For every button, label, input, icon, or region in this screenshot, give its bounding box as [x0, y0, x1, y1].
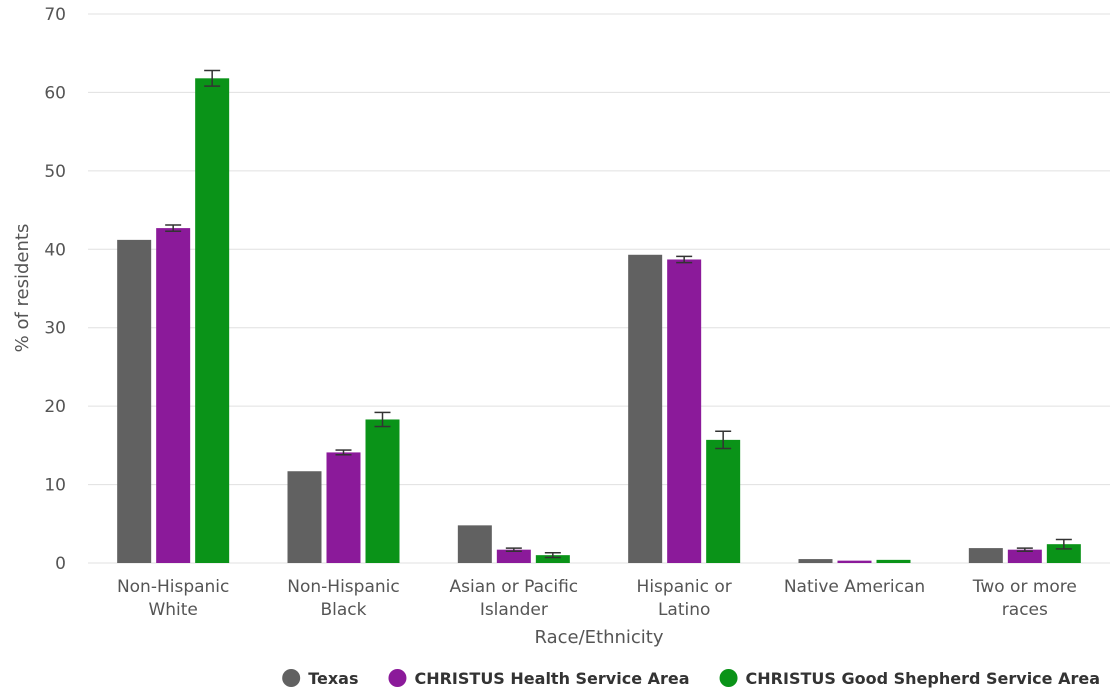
x-tick-label-line: Black: [321, 600, 367, 620]
y-tick-label: 70: [44, 5, 66, 25]
y-axis-title: % of residents: [12, 224, 33, 353]
bar: [706, 439, 741, 563]
bar: [837, 560, 872, 563]
x-tick-label: Two or more races: [972, 577, 1077, 620]
y-tick-label: 20: [44, 397, 66, 417]
bar: [968, 548, 1003, 563]
legend-item[interactable]: CHRISTUS Good Shepherd Service Area: [719, 669, 1100, 688]
bar: [1046, 544, 1081, 563]
x-tick-label-line: Two or more: [972, 577, 1077, 597]
x-axis-ticks: Non-Hispanic White Non-Hispanic Black Asian …: [117, 577, 1077, 620]
x-tick-label-line: White: [148, 600, 197, 620]
legend-item[interactable]: Texas: [282, 669, 358, 688]
y-axis-ticks: 0 10 20 30 40 50 60 70: [44, 5, 66, 574]
x-tick-label-line: races: [1002, 600, 1048, 620]
bar: [496, 549, 531, 563]
bar: [667, 259, 702, 563]
y-tick-label: 10: [44, 476, 66, 496]
bar: [628, 254, 663, 564]
legend-marker-icon: [282, 669, 301, 687]
x-tick-label-line: Asian or Pacific: [450, 577, 579, 597]
legend-item[interactable]: CHRISTUS Health Service Area: [388, 669, 690, 688]
x-tick-label-line: Non-Hispanic: [117, 577, 229, 597]
y-tick-label: 60: [44, 83, 66, 103]
y-tick-label: 30: [44, 319, 66, 339]
x-tick-label: Asian or Pacific Islander: [450, 577, 579, 620]
bar: [457, 525, 492, 563]
x-tick-label-line: Islander: [480, 600, 548, 620]
legend-marker-icon: [388, 669, 407, 687]
legend-label: CHRISTUS Good Shepherd Service Area: [746, 669, 1100, 688]
legend-marker-icon: [719, 669, 738, 687]
legend-label: Texas: [308, 669, 358, 688]
bar: [156, 228, 191, 564]
x-axis-title: Race/Ethnicity: [534, 627, 663, 648]
bar: [876, 559, 911, 563]
bar: [535, 555, 570, 563]
bar: [117, 239, 152, 564]
gridlines: [88, 13, 1110, 564]
legend: Texas CHRISTUS Health Service Area CHRISTU…: [282, 669, 1100, 688]
y-tick-label: 40: [44, 240, 66, 260]
legend-label: CHRISTUS Health Service Area: [414, 669, 689, 688]
bar: [365, 419, 400, 563]
bar: [798, 559, 833, 563]
x-tick-label-line: Native American: [784, 577, 925, 597]
x-tick-label-line: Latino: [658, 600, 710, 620]
y-tick-label: 0: [55, 554, 66, 574]
bar: [195, 78, 230, 563]
bar: [287, 471, 322, 563]
bar: [1007, 549, 1042, 563]
x-tick-label: Native American: [784, 577, 925, 597]
x-tick-label: Non-Hispanic White: [117, 577, 229, 620]
bar: [326, 452, 361, 563]
bars: [117, 69, 1081, 564]
y-tick-label: 50: [44, 162, 66, 182]
x-tick-label-line: Hispanic or: [637, 577, 732, 597]
x-tick-label-line: Non-Hispanic: [287, 577, 399, 597]
x-tick-label: Hispanic or Latino: [637, 577, 732, 620]
x-tick-label: Non-Hispanic Black: [287, 577, 399, 620]
